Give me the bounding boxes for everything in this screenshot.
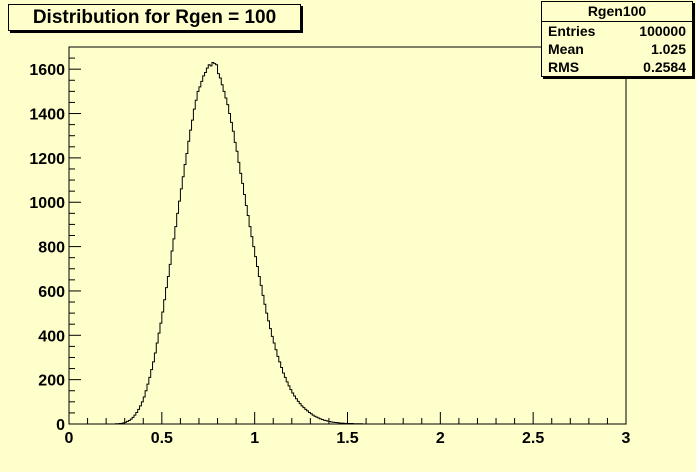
stats-histogram-name: Rgen100: [542, 2, 692, 22]
x-tick-label: 0.5: [151, 430, 173, 447]
stats-row-rms: RMS 0.2584: [542, 58, 692, 76]
x-tick-label: 0: [65, 430, 74, 447]
stats-rms-label: RMS: [548, 59, 580, 75]
x-tick-label: 1: [250, 430, 259, 447]
y-tick-label: 1200: [29, 151, 65, 168]
y-tick-label: 800: [38, 240, 65, 257]
y-tick-label: 400: [38, 328, 65, 345]
stats-mean-label: Mean: [548, 41, 584, 57]
y-tick-label: 1400: [29, 107, 65, 124]
x-tick-label: 2: [436, 430, 445, 447]
x-tick-label: 1.5: [336, 430, 358, 447]
plot-frame: [68, 46, 627, 425]
stats-mean-value: 1.025: [650, 41, 686, 57]
y-tick-label: 600: [38, 284, 65, 301]
x-tick-label: 3: [622, 430, 631, 447]
chart-title: Distribution for Rgen = 100: [8, 4, 301, 31]
y-tick-label: 0: [56, 417, 65, 434]
stats-box: Rgen100 Entries 100000 Mean 1.025 RMS 0.…: [541, 1, 693, 77]
stats-row-mean: Mean 1.025: [542, 40, 692, 58]
y-tick-label: 1600: [29, 62, 65, 79]
y-tick-label: 1000: [29, 195, 65, 212]
histogram-series-line: [69, 62, 626, 425]
y-tick-label: 200: [38, 373, 65, 390]
stats-row-entries: Entries 100000: [542, 22, 692, 40]
x-tick-label: 2.5: [522, 430, 544, 447]
stats-rms-value: 0.2584: [643, 59, 686, 75]
stats-entries-label: Entries: [548, 23, 596, 39]
stats-entries-value: 100000: [639, 23, 686, 39]
